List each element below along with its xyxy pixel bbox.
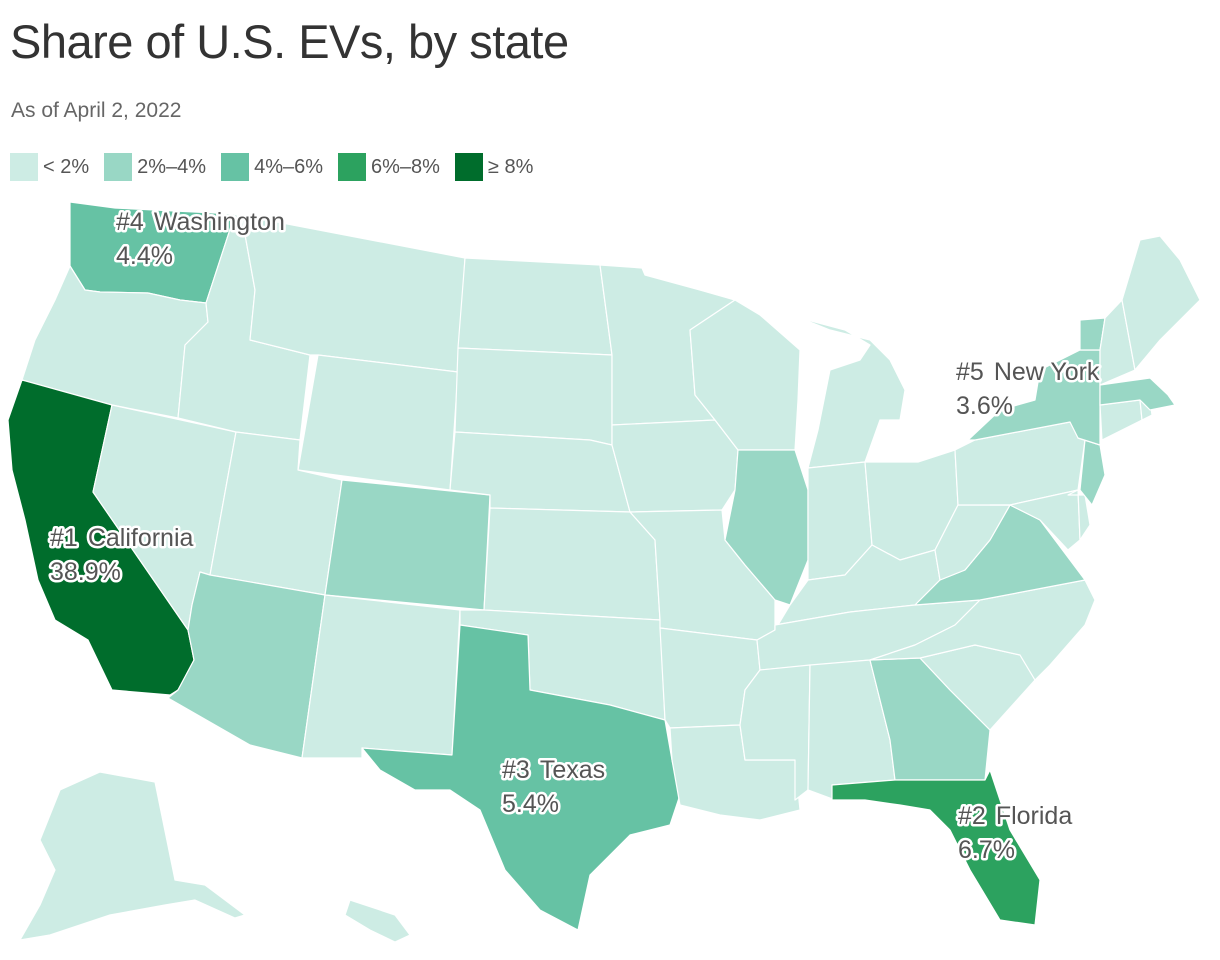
state-ct	[1099, 399, 1143, 441]
legend-item: 4%–6%	[221, 153, 323, 181]
state-nd	[457, 257, 613, 356]
legend-swatch	[454, 153, 483, 181]
label-new-york-value: 3.6%	[956, 392, 1013, 420]
label-texas-rank-state: #3 Texas	[502, 756, 605, 784]
label-florida-value: 6.7%	[958, 836, 1015, 864]
label-texas-value: 5.4%	[502, 790, 559, 818]
state-tx	[361, 624, 681, 931]
state-co	[324, 479, 491, 611]
legend-label: 2%–4%	[137, 155, 207, 178]
state-il	[724, 449, 809, 606]
legend-swatch	[221, 153, 250, 181]
subtitle: As of April 2, 2022	[11, 99, 182, 122]
state-ia	[611, 419, 739, 513]
label-california-value: 38.9%	[50, 558, 121, 586]
state-wy	[297, 354, 459, 491]
legend-swatch	[338, 153, 367, 181]
legend-item: ≥ 8%	[454, 153, 534, 181]
label-washington-value: 4.4%	[116, 242, 173, 270]
legend-label: 6%–8%	[371, 155, 440, 178]
page-title: Share of U.S. EVs, by state	[10, 15, 569, 68]
legend-item: < 2%	[10, 153, 89, 181]
legend-label: < 2%	[43, 155, 90, 178]
label-new-york-rank-state: #5 New York	[956, 358, 1100, 386]
state-wi	[689, 299, 801, 451]
label-california-rank-state: #1 California	[50, 524, 194, 552]
state-ak	[19, 771, 246, 941]
legend-label: ≥ 8%	[487, 155, 534, 178]
state-sd	[454, 347, 613, 446]
state-nh	[1099, 299, 1136, 386]
legend-swatch	[104, 153, 133, 181]
legend-item: 2%–4%	[104, 153, 206, 181]
legend-label: 4%–6%	[254, 155, 324, 178]
state-de	[1067, 489, 1091, 541]
state-ks	[483, 507, 661, 621]
state-fl	[831, 769, 1041, 926]
legend-item: 6%–8%	[338, 153, 440, 181]
highlight-labels: #1 California 38.9% #2 Florida 6.7% #3 Texa…	[48, 206, 1103, 867]
state-nm	[301, 594, 461, 759]
state-ma	[1099, 377, 1176, 411]
state-me	[1121, 235, 1201, 371]
legend-swatch	[10, 153, 38, 181]
state-hi	[344, 899, 411, 943]
label-washington-rank-state: #4 Washington	[116, 208, 285, 236]
label-florida-rank-state: #2 Florida	[958, 802, 1072, 830]
state-md	[989, 489, 1081, 551]
legend: < 2% 2%–4% 4%–6% 6%–8% ≥ 8%	[10, 153, 548, 181]
